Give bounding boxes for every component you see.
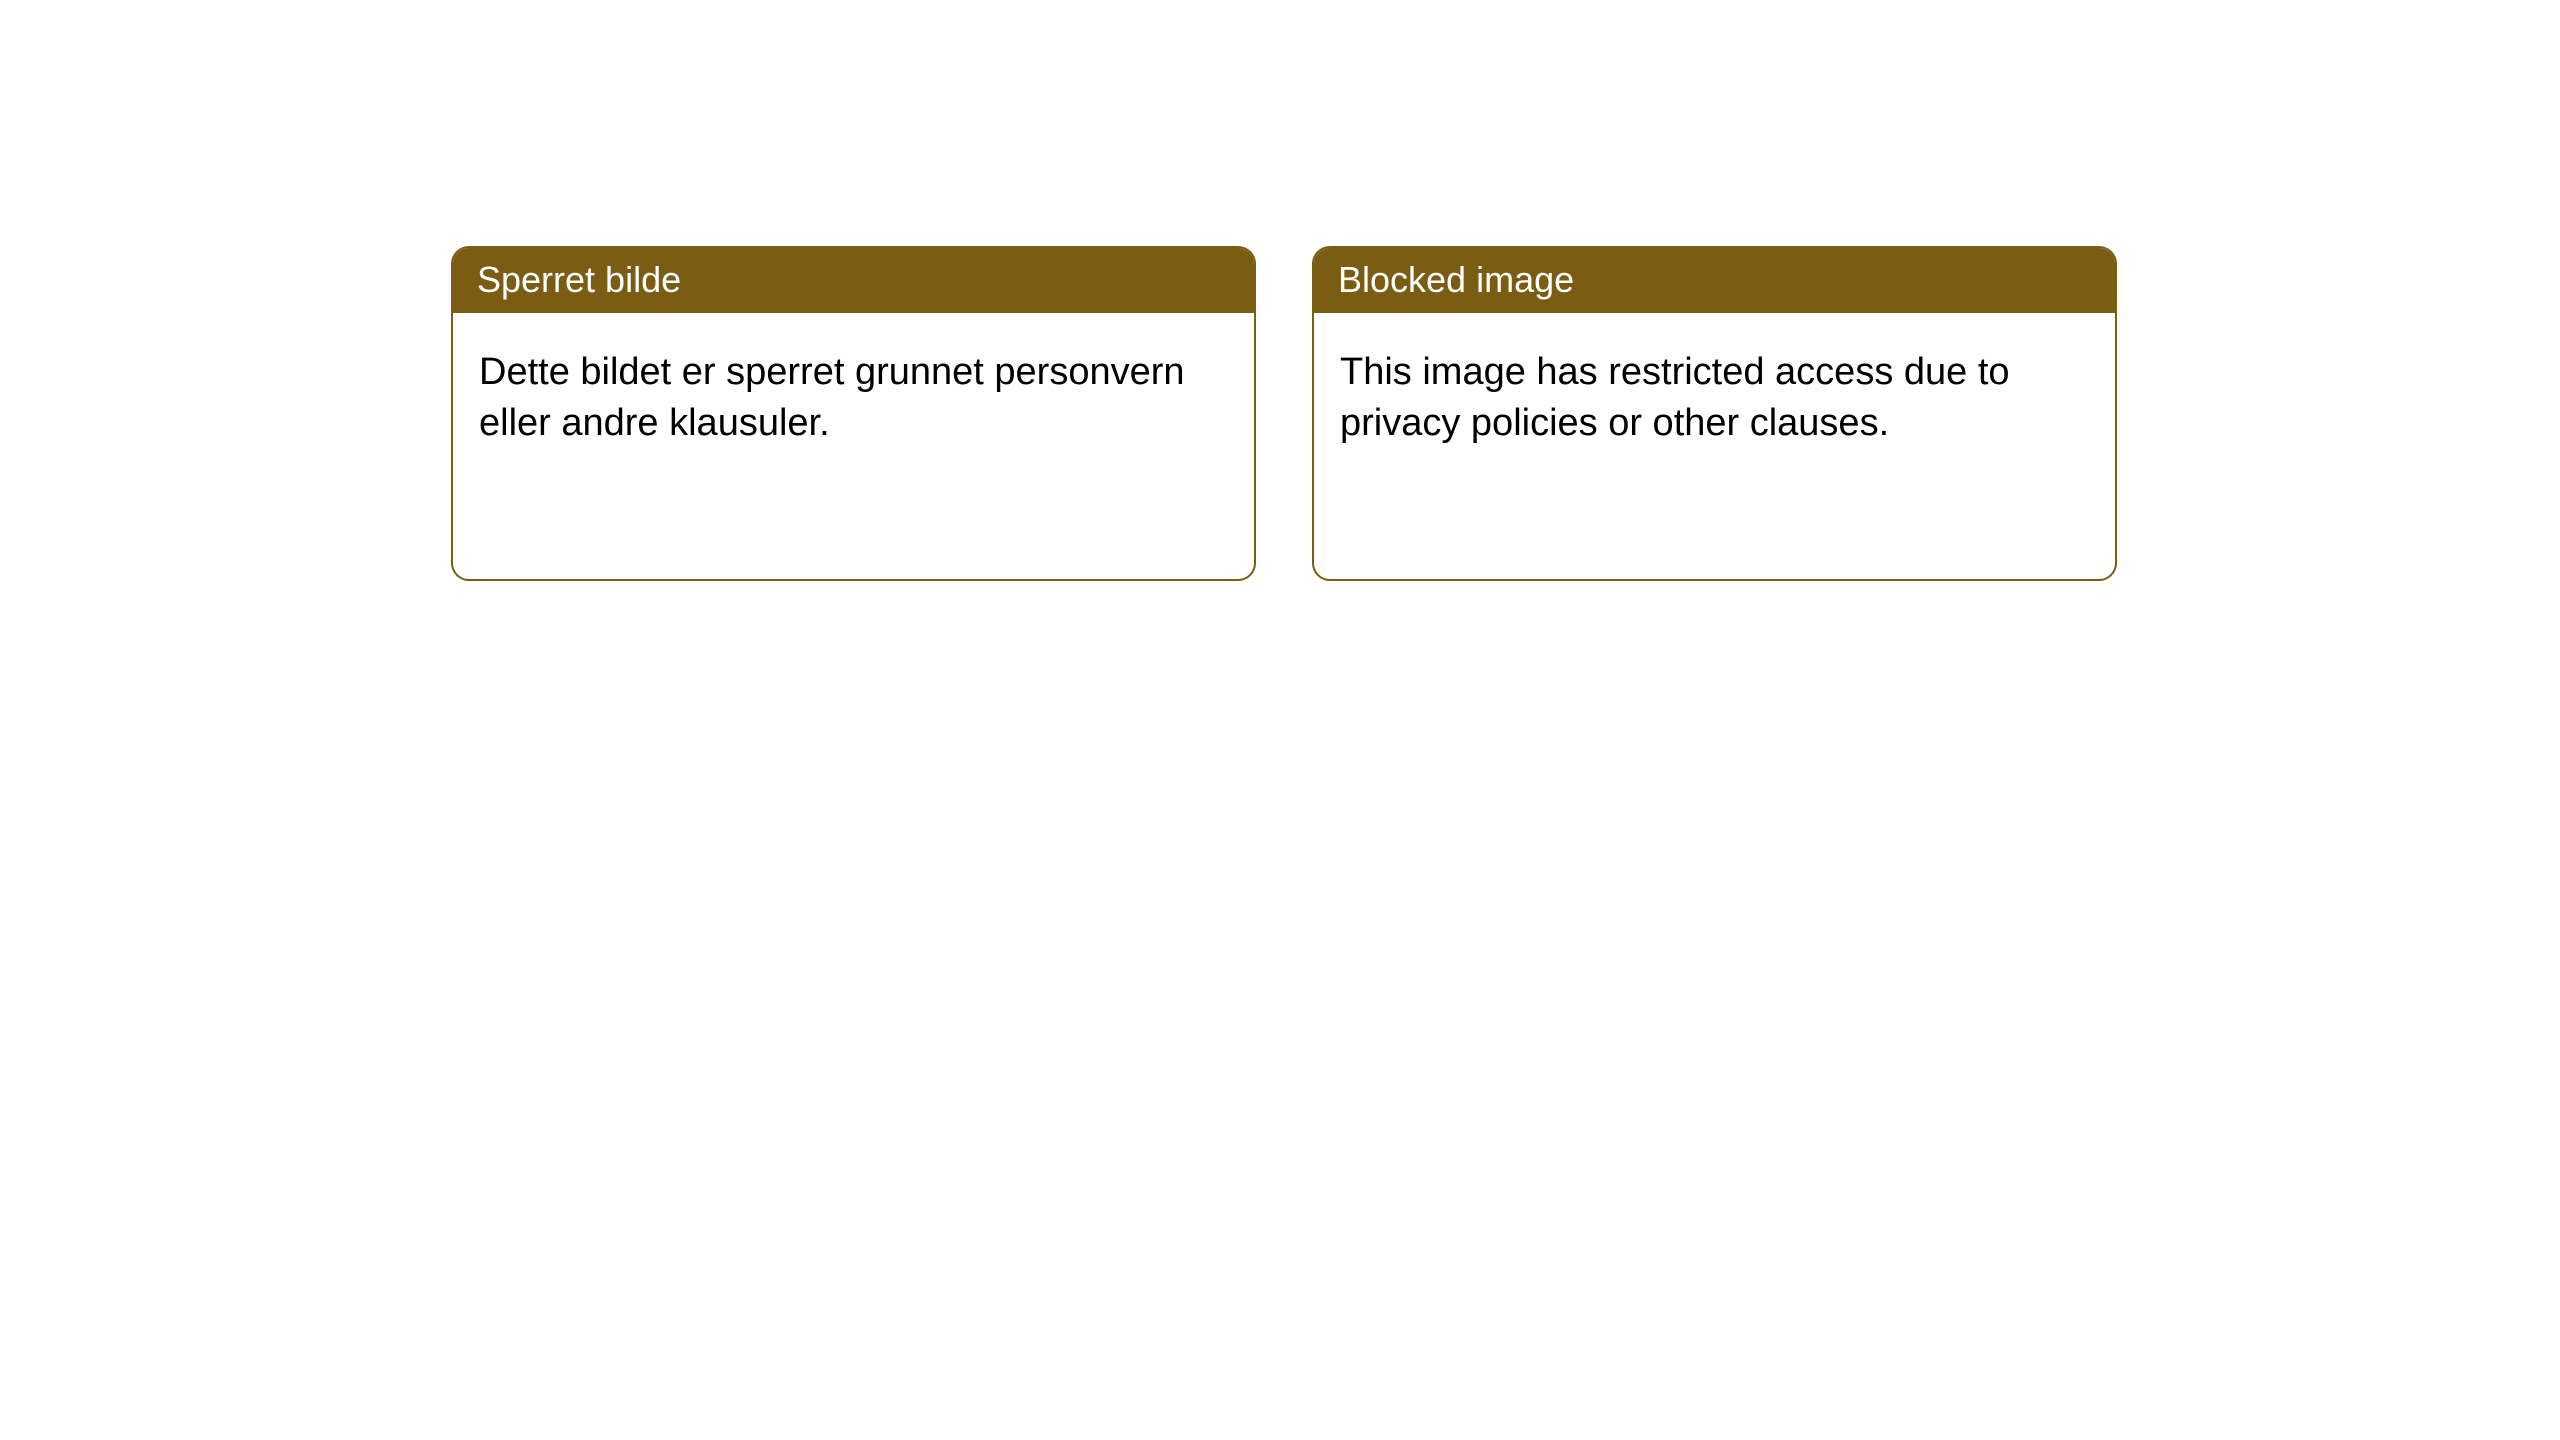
notice-body-no: Dette bildet er sperret grunnet personve… (453, 313, 1254, 484)
blocked-image-notice-no: Sperret bilde Dette bildet er sperret gr… (451, 246, 1256, 581)
notice-text-en: This image has restricted access due to … (1340, 351, 2010, 444)
notice-container: Sperret bilde Dette bildet er sperret gr… (0, 0, 2560, 581)
notice-header-no: Sperret bilde (453, 248, 1254, 313)
notice-title-en: Blocked image (1338, 259, 1574, 300)
notice-header-en: Blocked image (1314, 248, 2115, 313)
blocked-image-notice-en: Blocked image This image has restricted … (1312, 246, 2117, 581)
notice-title-no: Sperret bilde (477, 259, 681, 300)
notice-text-no: Dette bildet er sperret grunnet personve… (479, 351, 1185, 444)
notice-body-en: This image has restricted access due to … (1314, 313, 2115, 484)
